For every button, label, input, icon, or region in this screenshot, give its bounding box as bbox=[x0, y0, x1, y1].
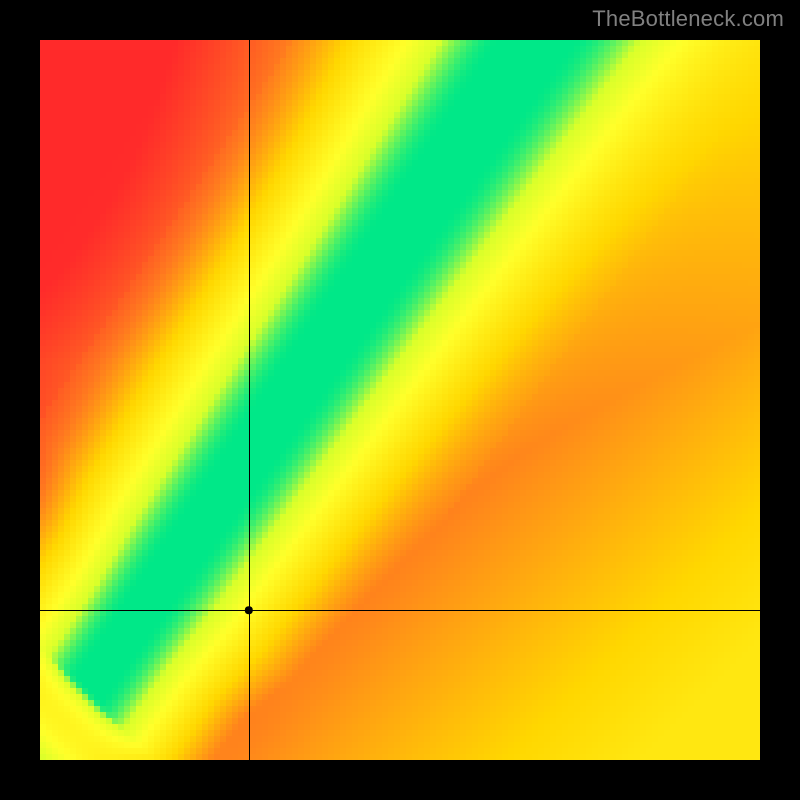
watermark-label: TheBottleneck.com bbox=[592, 6, 784, 32]
chart-container: TheBottleneck.com bbox=[0, 0, 800, 800]
heatmap-canvas bbox=[0, 0, 800, 800]
